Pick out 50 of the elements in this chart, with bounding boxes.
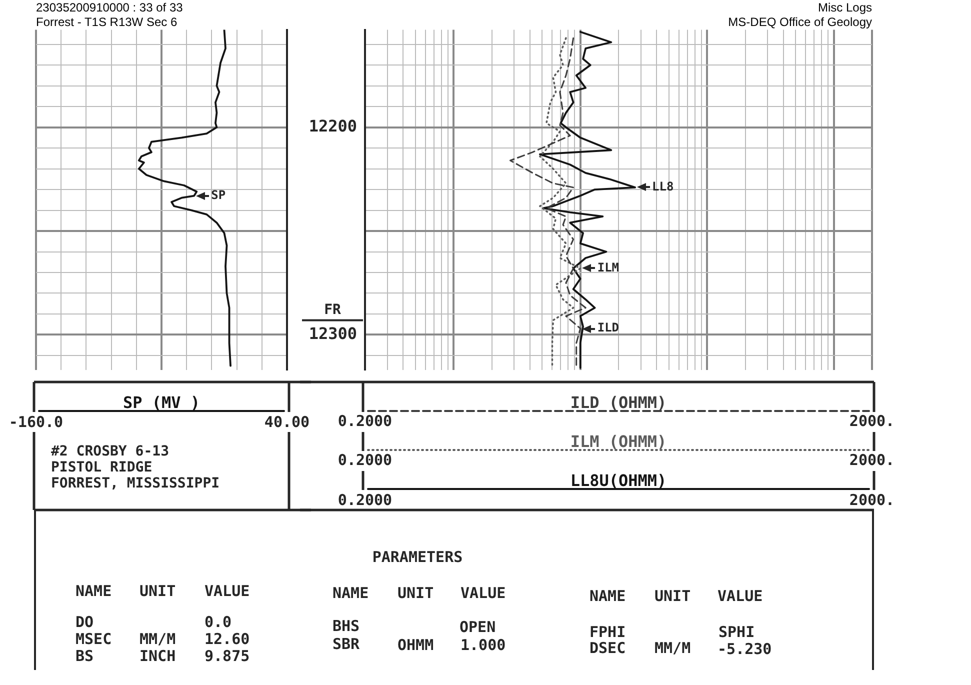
- text: PISTOL RIDGE: [51, 460, 152, 476]
- annotation: LL8: [652, 180, 674, 194]
- x-tick-label: 40.00: [264, 412, 310, 431]
- text: INCH: [140, 647, 176, 665]
- text: MM/M: [654, 639, 691, 657]
- text: NAME: [590, 587, 626, 605]
- text: MSEC: [76, 630, 112, 648]
- text: PARAMETERS: [372, 548, 463, 566]
- text: 9.875: [204, 647, 250, 665]
- annotation: ILD: [597, 320, 620, 335]
- text: BHS: [332, 617, 360, 635]
- text: 12.60: [204, 630, 250, 648]
- text: UNIT: [140, 582, 176, 600]
- text: OHMM: [398, 636, 434, 654]
- text: MM/M: [140, 630, 176, 648]
- text: VALUE: [204, 582, 250, 600]
- text: 1.000: [460, 636, 506, 654]
- text: VALUE: [460, 584, 506, 602]
- text: -5.230: [718, 640, 772, 658]
- text: 0.2000: [338, 490, 392, 509]
- text: LL8U(OHMM): [570, 471, 667, 490]
- annotation: ILM: [597, 260, 620, 274]
- text: ILM (OHMM): [570, 432, 667, 451]
- y-tick-label: 12300: [308, 324, 358, 343]
- text: DSEC: [590, 639, 626, 657]
- text: SBR: [332, 635, 360, 653]
- text: DO: [76, 613, 94, 631]
- text: OPEN: [460, 618, 496, 636]
- series-label: ILD (OHMM): [570, 393, 667, 412]
- text: SP (MV ): [122, 393, 200, 412]
- chart-subtitle: Forrest - T1S R13W Sec 6: [36, 14, 178, 29]
- text: BS: [76, 647, 94, 665]
- text: UNIT: [398, 584, 434, 602]
- chart-title: 23035200910000 : 33 of 33: [36, 0, 184, 15]
- text: FORREST, MISSISSIPPI: [51, 476, 220, 492]
- chart-title: Misc Logs: [818, 0, 872, 15]
- y-tick-label: 12200: [308, 116, 358, 136]
- text: VALUE: [718, 587, 763, 605]
- text: UNIT: [654, 587, 691, 605]
- text: SPHI: [718, 623, 755, 641]
- chart-subtitle: MS-DEQ Office of Geology: [728, 14, 872, 29]
- text: FPHI: [590, 623, 626, 641]
- x-tick-label: -160.0: [8, 412, 64, 431]
- text: 0.0: [204, 613, 232, 631]
- text: NAME: [76, 582, 112, 600]
- text: #2 CROSBY 6-13: [51, 444, 170, 460]
- text: NAME: [332, 584, 369, 602]
- ref-line-label: FR: [324, 302, 342, 318]
- text: 2000.: [849, 490, 895, 509]
- annotation: SP: [211, 188, 226, 202]
